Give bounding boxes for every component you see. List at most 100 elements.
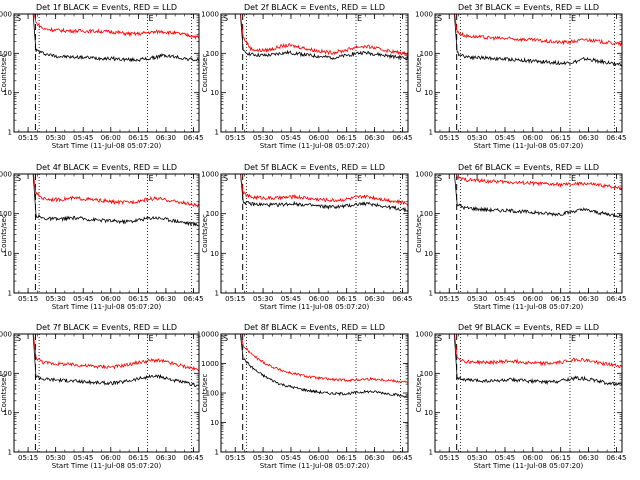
x-tick-label: 05:45 [73,295,93,303]
y-tick-label: 1000 [415,171,433,179]
start-marker: S [437,14,442,23]
events-series-line [32,14,199,63]
plot-frame [220,173,409,294]
x-tick-label: 05:30 [467,295,487,303]
x-tick-label: 05:45 [281,134,301,142]
lld-series-line [454,334,622,369]
y-tick-label: 1000 [0,11,12,19]
x-tick-label: 05:30 [467,134,487,142]
y-axis-label: Counts/sec [0,54,8,93]
x-tick-label: 06:45 [606,454,626,462]
x-tick-label: 06:30 [578,295,598,303]
end-marker: E [571,334,576,343]
panel-title: Det 8f BLACK = Events, RED = LLD [244,323,385,332]
lld-series-line [33,174,199,208]
detector-panel-4: Det 4f BLACK = Events, RED = LLD Counts/s… [0,163,204,311]
x-tick-label: 05:15 [18,134,38,142]
end-marker: E [571,14,576,23]
events-series-line [453,14,622,67]
x-tick-label: 05:30 [46,134,66,142]
x-tick-label: 06:15 [337,134,357,142]
plot-frame [13,173,200,294]
panel-title: Det 4f BLACK = Events, RED = LLD [36,163,177,172]
y-tick-label: 1000 [415,331,433,339]
start-marker: S [223,174,228,183]
y-tick-label: 100 [420,370,433,378]
plot-frame [220,13,409,133]
y-tick-label: 100 [420,210,433,218]
x-tick-label: 05:30 [467,454,487,462]
y-tick-label: 1 [8,449,12,457]
x-axis-label: Start Time (11-Jul-08 05:07:20) [260,142,370,150]
x-tick-label: 06:45 [392,454,412,462]
y-tick-label: 100 [206,50,219,58]
x-axis-label: Start Time (11-Jul-08 05:07:20) [474,142,584,150]
y-tick-label: 10 [3,409,12,417]
x-tick-label: 05:45 [495,454,515,462]
start-marker: S [223,334,228,343]
events-series-line [32,334,199,388]
y-axis-label: Counts/sec [415,374,423,413]
y-tick-label: 1 [8,129,12,137]
lld-series-line [455,174,622,191]
y-tick-label: 1 [215,449,219,457]
x-tick-label: 06:45 [606,134,626,142]
lld-series-line [454,14,622,47]
x-tick-label: 06:30 [364,295,384,303]
events-series-line [239,14,408,61]
lld-series-line [240,334,408,383]
y-tick-label: 10 [424,250,433,258]
x-tick-label: 06:30 [156,454,176,462]
x-tick-label: 06:45 [392,134,412,142]
detector-panel-6: Det 6f BLACK = Events, RED = LLD Counts/s… [415,163,627,311]
y-axis-label: Counts/sec [201,54,209,93]
detector-panel-9: Det 9f BLACK = Events, RED = LLD Counts/s… [415,323,627,470]
end-marker: E [571,174,576,183]
x-tick-label: 05:45 [495,295,515,303]
y-axis-label: Counts/sec [201,374,209,413]
y-tick-label: 1 [429,449,433,457]
y-tick-label: 10 [210,419,219,427]
x-tick-label: 06:30 [156,134,176,142]
panel-title: Det 3f BLACK = Events, RED = LLD [458,3,599,12]
end-marker: E [357,334,362,343]
plot-frame [220,333,409,453]
y-tick-label: 1000 [0,171,12,179]
x-axis-label: Start Time (11-Jul-08 05:07:20) [52,462,162,470]
plot-frame [13,333,200,453]
plot-frame [13,13,200,133]
x-tick-label: 06:45 [183,295,203,303]
panel-title: Det 5f BLACK = Events, RED = LLD [244,163,385,172]
y-tick-label: 10 [210,89,219,97]
x-tick-label: 05:30 [253,454,273,462]
x-tick-label: 06:45 [392,295,412,303]
y-tick-label: 1000 [415,11,433,19]
y-axis-label: Counts/sec [201,214,209,253]
y-tick-label: 1000 [201,171,219,179]
detector-panel-8: Det 8f BLACK = Events, RED = LLD Counts/s… [197,323,413,470]
end-marker: E [149,174,154,183]
x-axis-label: Start Time (11-Jul-08 05:07:20) [52,303,162,311]
x-axis-label: Start Time (11-Jul-08 05:07:20) [474,303,584,311]
events-series-line [454,174,622,218]
events-series-line [240,174,408,213]
events-series-line [32,174,199,227]
plot-frame [434,333,623,453]
x-tick-label: 06:30 [578,454,598,462]
x-tick-label: 05:15 [18,295,38,303]
lld-series-line [33,14,199,41]
x-tick-label: 06:00 [101,295,121,303]
end-marker: E [357,14,362,23]
detector-panel-5: Det 5f BLACK = Events, RED = LLD Counts/s… [201,163,413,311]
x-tick-label: 05:45 [73,134,93,142]
x-tick-label: 06:45 [606,295,626,303]
y-tick-label: 1000 [0,331,12,339]
y-tick-label: 100 [420,50,433,58]
panel-title: Det 6f BLACK = Events, RED = LLD [458,163,599,172]
y-tick-label: 1 [215,290,219,298]
x-tick-label: 05:45 [281,295,301,303]
x-tick-label: 05:15 [225,134,245,142]
end-marker: E [357,174,362,183]
y-tick-label: 100 [0,210,12,218]
